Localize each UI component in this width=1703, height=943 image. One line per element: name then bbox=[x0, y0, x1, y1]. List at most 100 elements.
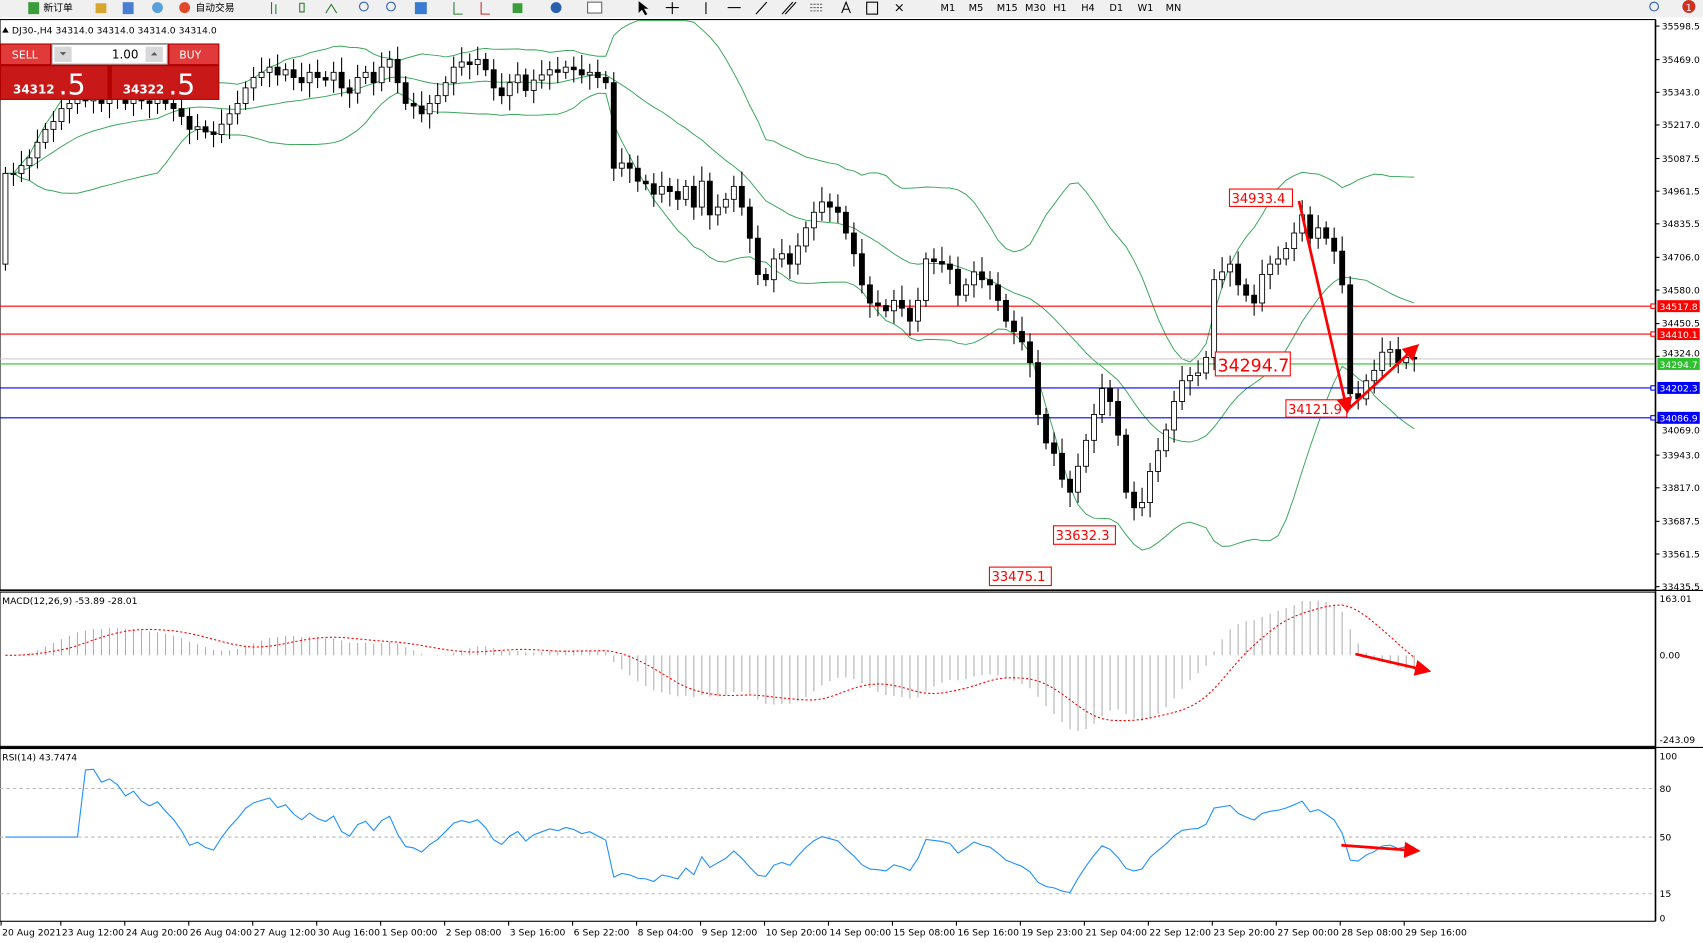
bull-candle bbox=[306, 71, 313, 84]
rsi-trend-arrow[interactable] bbox=[1341, 841, 1421, 858]
time-tick-label: 29 Sep 16:00 bbox=[1405, 927, 1467, 938]
lot-size-input[interactable]: 1.00 bbox=[112, 48, 139, 62]
sell-price-fraction: .5 bbox=[59, 69, 86, 102]
bear-candle bbox=[634, 167, 641, 182]
strategy-icon[interactable] bbox=[95, 3, 107, 14]
new-order-button[interactable]: 新订单 bbox=[28, 1, 73, 15]
bear-candle bbox=[610, 82, 617, 169]
bull-candle bbox=[923, 258, 929, 301]
channel-icon[interactable] bbox=[781, 1, 797, 15]
notifications-icon[interactable] bbox=[1682, 0, 1696, 14]
timeframe-m15[interactable]: M15 bbox=[997, 3, 1018, 14]
candle-chart-icon[interactable] bbox=[299, 2, 305, 13]
tile-windows-icon[interactable] bbox=[414, 2, 427, 15]
sell-price-button[interactable]: 34312 .5 bbox=[1, 66, 108, 102]
bull-candle bbox=[1387, 349, 1394, 353]
fibonacci-icon[interactable] bbox=[810, 3, 824, 12]
bar-chart-icon[interactable] bbox=[270, 2, 277, 15]
collapse-icon[interactable] bbox=[2, 27, 9, 33]
timeframe-d1[interactable]: D1 bbox=[1109, 3, 1123, 14]
bear-candle bbox=[907, 307, 913, 322]
buy-button[interactable]: BUY bbox=[169, 44, 219, 65]
chart-shift-icon[interactable] bbox=[480, 2, 490, 15]
bear-candle bbox=[899, 299, 905, 309]
zoom-in-icon[interactable] bbox=[358, 1, 369, 12]
time-tick-label: 30 Aug 16:00 bbox=[318, 927, 380, 938]
bear-candle bbox=[186, 115, 193, 130]
zoom-out-icon[interactable] bbox=[386, 1, 396, 12]
timeframe-buttons: M1 M5 M15 M30 H1 H4 D1 W1 MN bbox=[941, 3, 1182, 14]
bull-candle bbox=[1171, 401, 1178, 431]
rsi-tick-label: 50 bbox=[1660, 832, 1672, 843]
timeframe-mn[interactable]: MN bbox=[1166, 3, 1182, 14]
search-icon[interactable] bbox=[1649, 1, 1660, 12]
periods-icon[interactable] bbox=[550, 2, 562, 14]
price-tick-label: 34069.0 bbox=[1662, 426, 1700, 437]
autoscroll-icon[interactable] bbox=[453, 2, 463, 15]
rsi-tick-label: 80 bbox=[1660, 784, 1672, 795]
bear-candle bbox=[626, 162, 633, 169]
templates-icon[interactable] bbox=[587, 1, 603, 14]
bear-candle bbox=[394, 58, 401, 84]
rsi-tick-label: 0 bbox=[1660, 913, 1666, 924]
bull-candle bbox=[1139, 502, 1146, 509]
time-tick-label: 16 Sep 16:00 bbox=[958, 927, 1020, 938]
trend-arrow-down[interactable] bbox=[1297, 200, 1353, 414]
timeframe-m30[interactable]: M30 bbox=[1025, 3, 1046, 14]
macd-panel[interactable] bbox=[0, 591, 1656, 747]
line-chart-icon[interactable] bbox=[325, 3, 338, 14]
timeframe-w1[interactable]: W1 bbox=[1137, 3, 1153, 14]
bull-candle bbox=[1203, 356, 1210, 374]
level-handle bbox=[1650, 385, 1656, 391]
signal-icon[interactable] bbox=[152, 2, 163, 14]
bear-candle bbox=[1059, 452, 1065, 480]
level-price-tag bbox=[1657, 328, 1700, 341]
price-tick-label: 33435.5 bbox=[1662, 582, 1700, 593]
bull-candle bbox=[1147, 471, 1154, 503]
history-icon[interactable] bbox=[122, 2, 134, 15]
bear-candle bbox=[1323, 227, 1330, 239]
macd-trend-arrow[interactable] bbox=[1355, 652, 1432, 676]
text-tool-icon[interactable] bbox=[841, 0, 851, 14]
bear-candle bbox=[594, 71, 601, 78]
bear-candle bbox=[1331, 237, 1338, 252]
bear-candle bbox=[866, 284, 873, 304]
time-tick-label: 10 Sep 20:00 bbox=[766, 927, 828, 938]
buy-label: BUY bbox=[179, 49, 201, 62]
annotation-low-2: 33632.3 bbox=[1052, 525, 1116, 545]
trendline-icon[interactable] bbox=[755, 1, 768, 15]
rsi-line bbox=[5, 768, 1415, 894]
bull-candle bbox=[354, 77, 361, 94]
auto-trading-button[interactable]: 自动交易 bbox=[179, 1, 235, 14]
timeframe-h1[interactable]: H1 bbox=[1053, 3, 1067, 14]
bear-candle bbox=[1043, 414, 1049, 444]
bull-candle bbox=[1083, 439, 1089, 467]
bear-candle bbox=[1243, 284, 1250, 296]
price-tick-label: 33687.5 bbox=[1662, 517, 1700, 528]
sell-button[interactable]: SELL bbox=[1, 44, 50, 65]
bull-candle bbox=[218, 123, 225, 135]
rsi-panel[interactable] bbox=[0, 747, 1656, 922]
time-tick-label: 14 Sep 00:00 bbox=[830, 927, 892, 938]
bull-candle bbox=[242, 87, 249, 104]
bear-candle bbox=[1011, 320, 1017, 332]
crosshair-icon[interactable] bbox=[665, 2, 679, 15]
lot-size-stepper[interactable]: 1.00 bbox=[51, 43, 168, 65]
text-label-icon[interactable] bbox=[866, 1, 879, 15]
notification-count: 1 bbox=[1686, 3, 1692, 14]
cursor-icon[interactable] bbox=[638, 1, 649, 16]
arrows-icon[interactable] bbox=[895, 3, 903, 12]
bull-candle bbox=[330, 71, 337, 81]
timeframe-h4[interactable]: H4 bbox=[1081, 3, 1095, 14]
timeframe-m5[interactable]: M5 bbox=[969, 3, 984, 14]
bear-candle bbox=[947, 263, 953, 270]
buy-price-button[interactable]: 34322 .5 bbox=[111, 66, 219, 102]
rsi-tick-label: 15 bbox=[1660, 889, 1672, 900]
macd-tick-label: 163.01 bbox=[1660, 594, 1692, 605]
one-click-trading-panel: SELL 1.00 BUY 34312 .5 34322 .5 bbox=[0, 43, 220, 102]
main-chart-panel[interactable] bbox=[0, 19, 1656, 591]
indicators-icon[interactable] bbox=[512, 3, 523, 14]
trend-arrow-up[interactable] bbox=[1345, 343, 1420, 412]
timeframe-m1[interactable]: M1 bbox=[941, 3, 956, 14]
